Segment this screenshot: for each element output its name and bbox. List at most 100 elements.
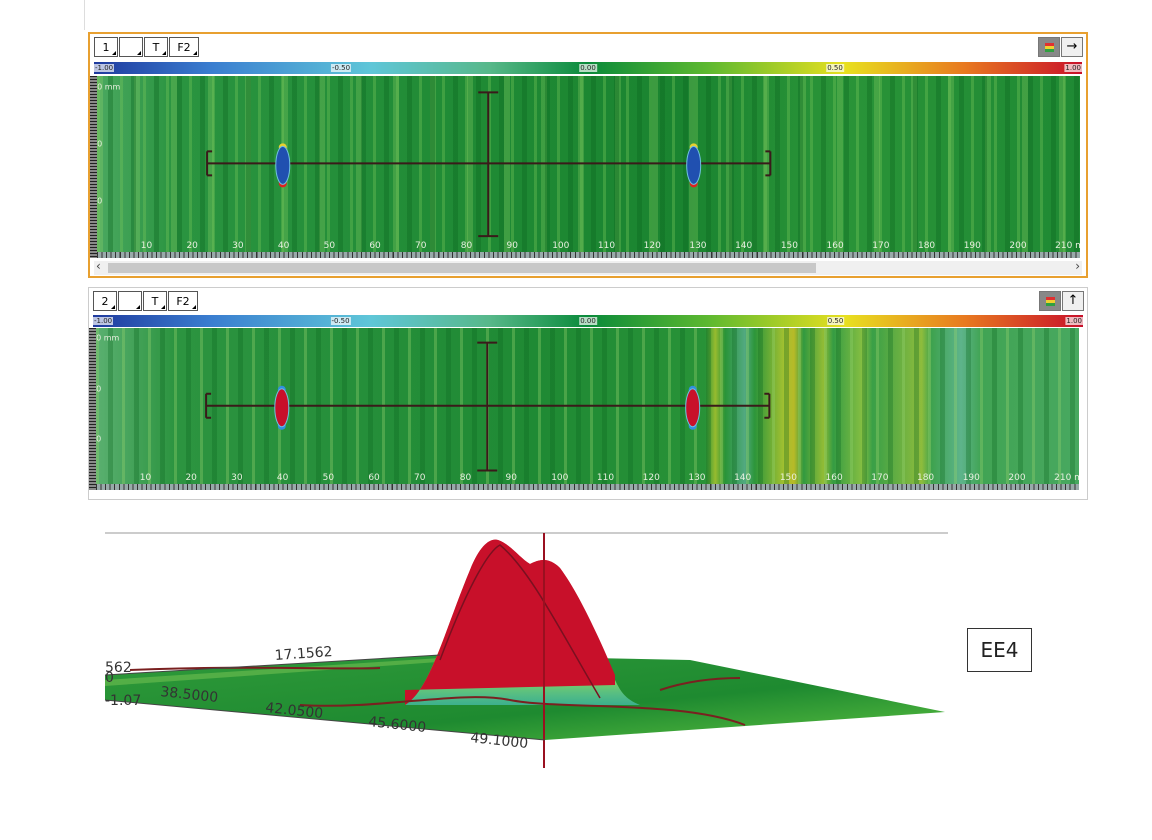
x-tick-label: 50 — [322, 473, 335, 483]
nav-button: → — [1061, 37, 1083, 57]
colorbar: -1.00 -0.50 0.00 0.50 1.00 — [93, 315, 1083, 327]
axis-label: 0 — [105, 670, 114, 686]
x-tick-label: 160 — [825, 473, 843, 483]
toolbar-button: F2 — [169, 37, 199, 57]
x-tick-label: 10 — [139, 473, 152, 483]
profile-line — [439, 544, 601, 699]
x-tick-label: 210 mm — [1055, 241, 1080, 251]
y-tick-label: 10 — [97, 196, 103, 206]
x-tick-label: 90 — [505, 473, 517, 483]
profile-line — [129, 666, 381, 671]
x-tick-label: 30 — [232, 241, 244, 251]
y-tick-label: 10 — [96, 434, 102, 444]
x-tick-label: 150 — [779, 473, 797, 483]
x-tick-label: 120 — [642, 473, 660, 483]
x-tick-label: 20 — [185, 473, 197, 483]
y-tick-label: 30 mm — [96, 333, 120, 343]
colorbar-label: 1.00 — [1065, 317, 1083, 325]
indication — [686, 145, 702, 185]
palette-button — [1039, 291, 1061, 311]
x-tick-label: 110 — [597, 241, 616, 251]
x-tick-label: 40 — [277, 241, 290, 251]
toolbar-button — [118, 291, 142, 311]
axis-label: 42.0500 — [265, 700, 324, 722]
axis-label: 49.1000 — [470, 730, 529, 752]
toolbar-button — [119, 37, 143, 57]
axis-label: -1.07 — [105, 693, 141, 709]
scroll-thumb — [108, 263, 816, 273]
surface-edge — [105, 658, 440, 686]
axis-label: 45.6000 — [368, 714, 427, 736]
toolbar-button: 1 — [94, 37, 118, 57]
x-tick-label: 180 — [916, 473, 935, 483]
x-tick-label: 100 — [552, 241, 570, 251]
x-tick-label: 60 — [369, 241, 381, 251]
x-tick-label: 170 — [872, 241, 890, 251]
x-tick-label: 40 — [276, 473, 289, 483]
c-scan-image: 10 20 30 40 50 60 70 80 90 100 110 120 130 140 150 160 1… — [96, 328, 1079, 490]
y-tick-label: 20 — [96, 384, 102, 394]
x-tick-label: 130 — [688, 473, 706, 483]
palette-button — [1038, 37, 1060, 57]
palette-icon — [1045, 43, 1054, 52]
colorbar-label: 0.50 — [826, 317, 845, 325]
scroll-right: › — [1075, 259, 1080, 273]
x-tick-label: 90 — [506, 241, 518, 251]
axis-label: 17.1562 — [274, 644, 333, 664]
x-tick-label: 160 — [826, 241, 844, 251]
indication — [275, 145, 291, 185]
cursor-overlay — [206, 91, 772, 238]
colorbar-label: 0.00 — [579, 64, 597, 72]
x-tick-label: 70 — [415, 241, 427, 251]
toolbar: 1 T F2 — [94, 37, 200, 59]
x-tick-label: 80 — [459, 473, 472, 483]
scan-panel: 1 T F2 → -1.00 -0.50 0.00 0.50 1.00 10 20 30 40 50 60 7… — [88, 32, 1088, 278]
peak-top — [405, 539, 615, 705]
nav-button: ↑ — [1062, 291, 1084, 311]
y-tick-label: 20 — [97, 139, 103, 149]
x-tick-label: 20 — [186, 241, 198, 251]
profile-line — [659, 677, 741, 691]
x-tick-label: 30 — [231, 473, 243, 483]
toolbar-button: T — [144, 37, 168, 57]
frame-edge — [84, 0, 85, 30]
colorbar-label: -0.50 — [330, 64, 352, 72]
y-ruler — [90, 76, 97, 258]
x-tick-label: 170 — [871, 473, 889, 483]
toolbar-button: 2 — [93, 291, 117, 311]
x-tick-label: 60 — [368, 473, 380, 483]
colorbar: -1.00 -0.50 0.00 0.50 1.00 — [94, 62, 1082, 74]
scan-panel: 2 T F2 ↑ -1.00 -0.50 0.00 0.50 1.00 10 20 30 40 50 60 7… — [88, 287, 1088, 500]
scroll-left: ‹ — [96, 259, 101, 273]
x-ruler — [96, 484, 1079, 490]
axis-label: 562 — [105, 660, 132, 676]
axis-line — [104, 654, 441, 676]
x-tick-label: 180 — [917, 241, 936, 251]
toolbar: 2 T F2 — [93, 291, 199, 313]
colorbar-label: 0.50 — [826, 64, 844, 72]
toolbar-button: T — [143, 291, 167, 311]
x-tick-label: 10 — [140, 241, 153, 251]
y-ruler — [89, 328, 96, 490]
x-tick-label: 100 — [551, 473, 569, 483]
y-tick-label: 30 mm — [97, 82, 121, 92]
axis-line — [104, 699, 546, 741]
colorbar-label: 1.00 — [1064, 64, 1082, 72]
axis-label: 38.5000 — [160, 684, 219, 706]
x-tick-label: 200 — [1008, 473, 1026, 483]
indication — [685, 388, 701, 428]
x-tick-label: 110 — [596, 473, 615, 483]
c-scan-image: 10 20 30 40 50 60 70 80 90 100 110 120 130 140 150 160 1… — [97, 76, 1080, 258]
x-tick-label: 140 — [735, 241, 753, 251]
x-tick-label: 150 — [780, 241, 798, 251]
x-tick-label: 200 — [1009, 241, 1027, 251]
indication — [274, 388, 290, 428]
x-tick-label: 70 — [414, 473, 426, 483]
colorbar-label: -1.00 — [94, 64, 115, 72]
palette-icon — [1046, 297, 1055, 306]
colorbar-label: -1.00 — [93, 317, 114, 325]
x-tick-label: 120 — [643, 241, 661, 251]
